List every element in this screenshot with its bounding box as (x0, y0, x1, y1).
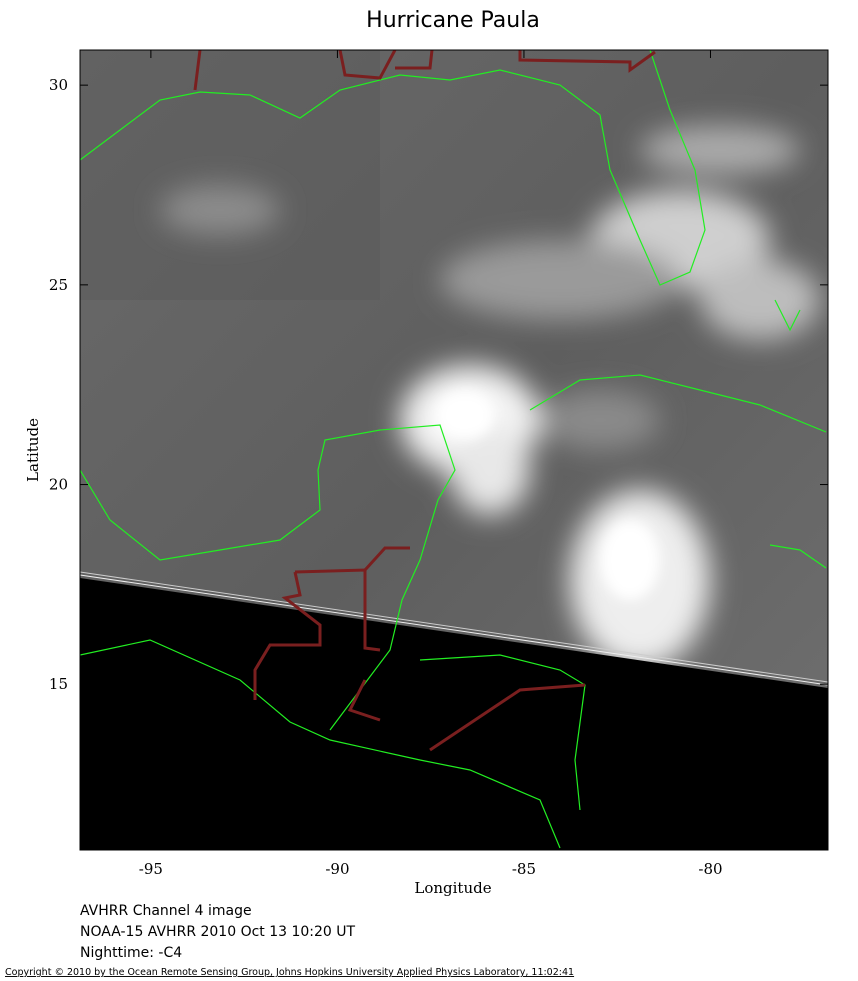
y-axis-label: Latitude (24, 418, 42, 482)
x-tick-label: -95 (139, 860, 163, 878)
plot-frame (79, 49, 829, 851)
y-tick-label: 30 (49, 76, 68, 94)
caption-line: AVHRR Channel 4 image (80, 903, 252, 919)
caption-line: NOAA-15 AVHRR 2010 Oct 13 10:20 UT (80, 924, 356, 940)
y-tick-label: 20 (49, 476, 68, 494)
satellite-image (80, 50, 828, 850)
x-tick-label: -90 (325, 860, 349, 878)
x-tick-label: -80 (698, 860, 722, 878)
title: Hurricane Paula (366, 8, 540, 33)
y-tick-label: 15 (49, 675, 68, 693)
y-tick-label: 25 (49, 276, 68, 294)
x-tick-label: -85 (512, 860, 536, 878)
caption-line: Nighttime: -C4 (80, 945, 182, 961)
x-axis-label: Longitude (414, 879, 491, 897)
copyright: Copyright © 2010 by the Ocean Remote Sen… (5, 967, 574, 978)
